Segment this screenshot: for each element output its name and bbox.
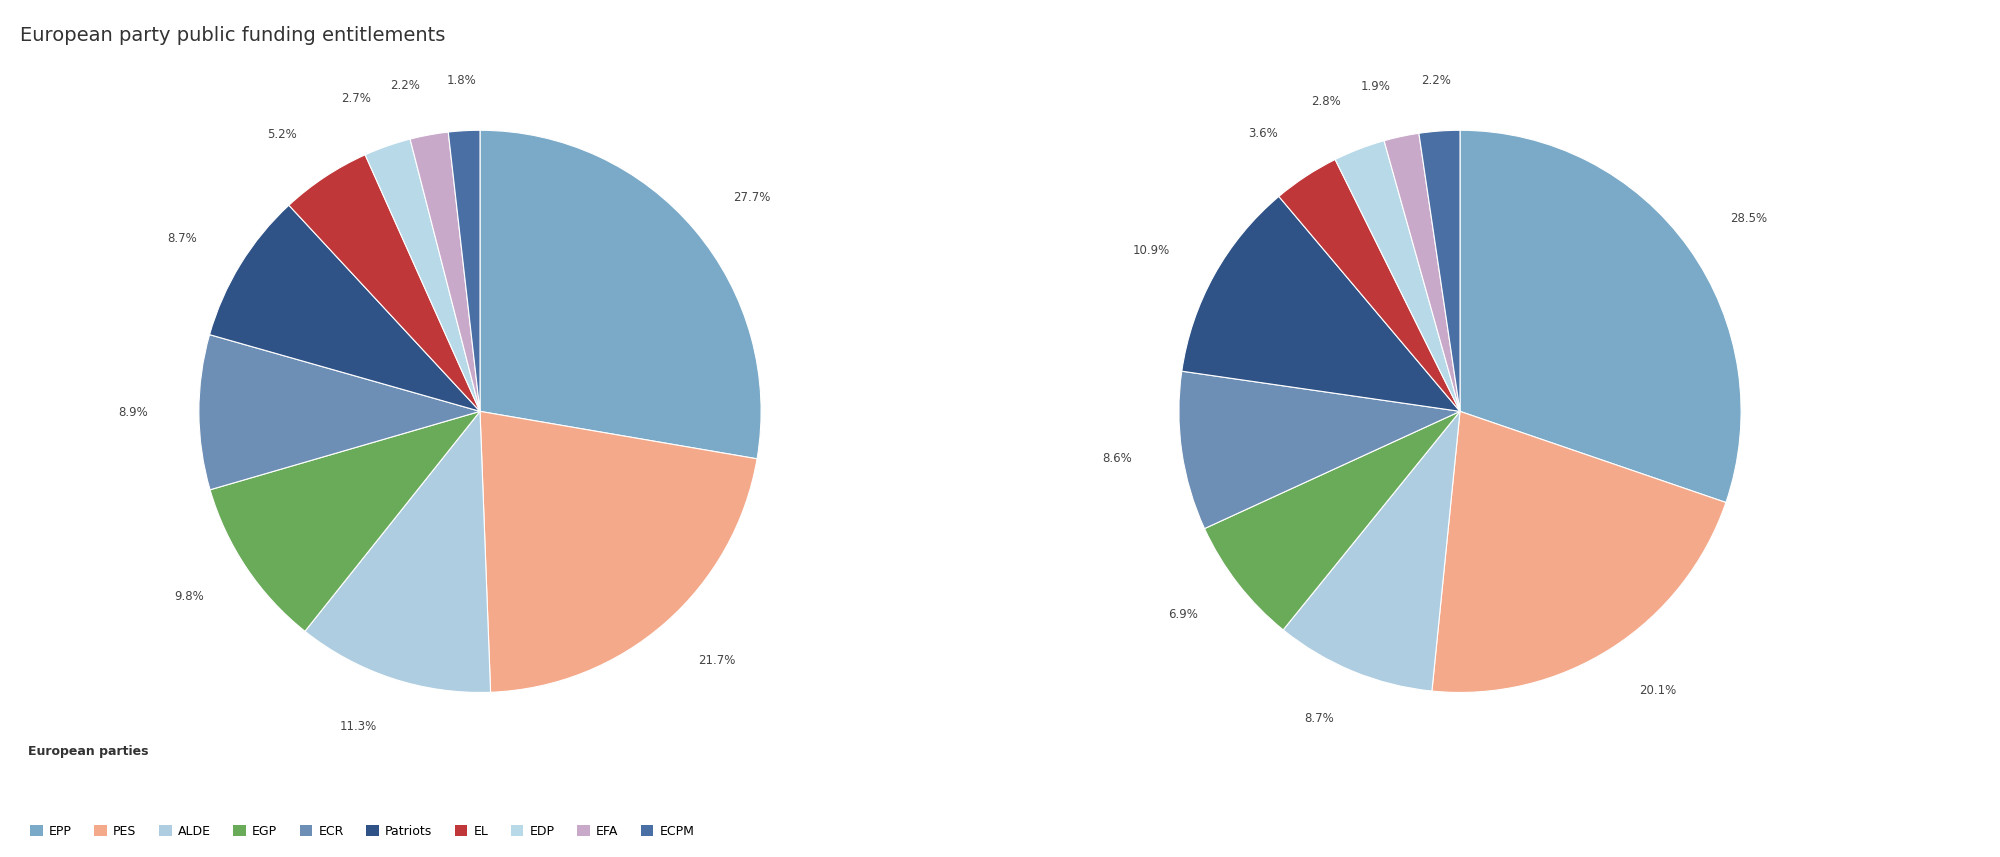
Text: 21.7%: 21.7% (698, 655, 736, 668)
Text: 10.9%: 10.9% (1132, 244, 1170, 257)
Wedge shape (366, 139, 480, 411)
Text: 2.2%: 2.2% (1420, 74, 1450, 87)
Wedge shape (448, 130, 480, 411)
Wedge shape (1182, 196, 1460, 411)
Text: 11.3%: 11.3% (340, 720, 376, 733)
Text: 8.7%: 8.7% (168, 231, 198, 244)
Wedge shape (410, 132, 480, 411)
Wedge shape (1278, 159, 1460, 411)
Wedge shape (480, 411, 758, 692)
Text: 2.8%: 2.8% (1312, 95, 1342, 108)
Text: 3.6%: 3.6% (1248, 128, 1278, 141)
Legend: EPP, PES, ALDE, EGP, ECR, Patriots, EL, EDP, EFA, ECPM: EPP, PES, ALDE, EGP, ECR, Patriots, EL, … (30, 825, 694, 838)
Text: 8.6%: 8.6% (1102, 452, 1132, 465)
Wedge shape (1284, 411, 1460, 691)
Text: 5.2%: 5.2% (268, 129, 298, 141)
Wedge shape (1418, 130, 1460, 411)
Text: 8.9%: 8.9% (118, 406, 148, 419)
Wedge shape (198, 334, 480, 490)
Wedge shape (1178, 371, 1460, 529)
Wedge shape (304, 411, 490, 692)
Text: European party public funding entitlements: European party public funding entitlemen… (20, 26, 446, 45)
Wedge shape (1432, 411, 1726, 692)
Wedge shape (210, 205, 480, 411)
Text: 1.8%: 1.8% (446, 74, 476, 87)
Text: 27.7%: 27.7% (734, 191, 770, 204)
Wedge shape (288, 155, 480, 411)
Wedge shape (1460, 130, 1742, 502)
Text: 9.8%: 9.8% (174, 590, 204, 602)
Text: 2.7%: 2.7% (340, 92, 370, 105)
Text: 2.2%: 2.2% (390, 79, 420, 92)
Text: 1.9%: 1.9% (1360, 81, 1390, 93)
Text: 8.7%: 8.7% (1304, 711, 1334, 725)
Wedge shape (1204, 411, 1460, 630)
Wedge shape (1384, 134, 1460, 411)
Wedge shape (210, 411, 480, 632)
Text: European parties: European parties (28, 746, 148, 758)
Wedge shape (480, 130, 762, 458)
Wedge shape (1336, 141, 1460, 411)
Text: 6.9%: 6.9% (1168, 608, 1198, 621)
Text: 20.1%: 20.1% (1640, 684, 1676, 697)
Text: 28.5%: 28.5% (1730, 212, 1768, 225)
